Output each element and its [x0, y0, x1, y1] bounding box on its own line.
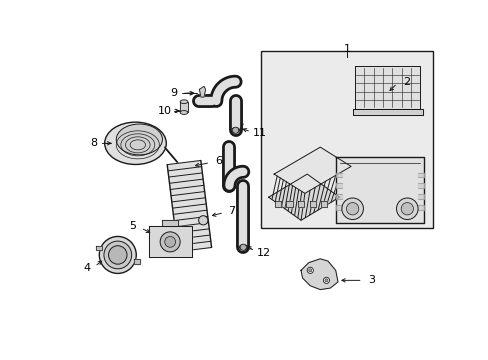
Text: 6: 6	[214, 156, 222, 166]
Circle shape	[164, 237, 175, 247]
Circle shape	[308, 269, 311, 272]
Circle shape	[240, 244, 246, 250]
Ellipse shape	[239, 244, 246, 250]
Circle shape	[232, 127, 238, 133]
Ellipse shape	[231, 127, 239, 133]
Circle shape	[99, 237, 136, 274]
Text: 3: 3	[367, 275, 374, 285]
Circle shape	[306, 267, 313, 274]
Text: 2: 2	[402, 77, 409, 87]
Ellipse shape	[116, 124, 162, 155]
Polygon shape	[417, 205, 424, 210]
Polygon shape	[335, 183, 341, 188]
Text: 10: 10	[157, 106, 171, 116]
Text: 7: 7	[227, 206, 235, 216]
Circle shape	[323, 277, 329, 283]
Polygon shape	[335, 194, 341, 199]
Circle shape	[104, 241, 131, 269]
Circle shape	[324, 279, 327, 282]
Circle shape	[160, 232, 180, 252]
Polygon shape	[309, 201, 315, 207]
Polygon shape	[180, 102, 187, 112]
Text: 12: 12	[256, 248, 270, 258]
Text: 5: 5	[129, 221, 136, 231]
Polygon shape	[297, 201, 304, 207]
Text: 1: 1	[343, 44, 350, 54]
Polygon shape	[162, 220, 178, 226]
Bar	[261, 51, 432, 228]
Polygon shape	[417, 194, 424, 199]
Polygon shape	[354, 66, 420, 109]
Circle shape	[198, 216, 207, 225]
Polygon shape	[148, 226, 191, 257]
Polygon shape	[133, 260, 140, 264]
Polygon shape	[417, 172, 424, 177]
Polygon shape	[321, 201, 326, 207]
Polygon shape	[417, 183, 424, 188]
Polygon shape	[335, 172, 341, 177]
Ellipse shape	[180, 100, 187, 104]
Polygon shape	[96, 246, 102, 251]
Text: 4: 4	[83, 263, 91, 273]
Text: 9: 9	[170, 88, 177, 98]
Polygon shape	[199, 86, 205, 97]
Text: 11: 11	[253, 128, 267, 138]
Polygon shape	[286, 201, 292, 207]
Polygon shape	[274, 147, 350, 193]
Polygon shape	[167, 161, 211, 252]
Polygon shape	[274, 201, 281, 207]
Ellipse shape	[104, 122, 166, 165]
Polygon shape	[335, 205, 341, 210]
Polygon shape	[268, 174, 339, 220]
Polygon shape	[352, 109, 422, 115]
Circle shape	[346, 203, 358, 215]
Circle shape	[400, 203, 413, 215]
Ellipse shape	[180, 111, 187, 114]
Polygon shape	[335, 157, 424, 222]
Circle shape	[396, 198, 417, 220]
Polygon shape	[301, 259, 337, 289]
Text: 8: 8	[90, 138, 98, 148]
Circle shape	[108, 246, 127, 264]
Circle shape	[341, 198, 363, 220]
